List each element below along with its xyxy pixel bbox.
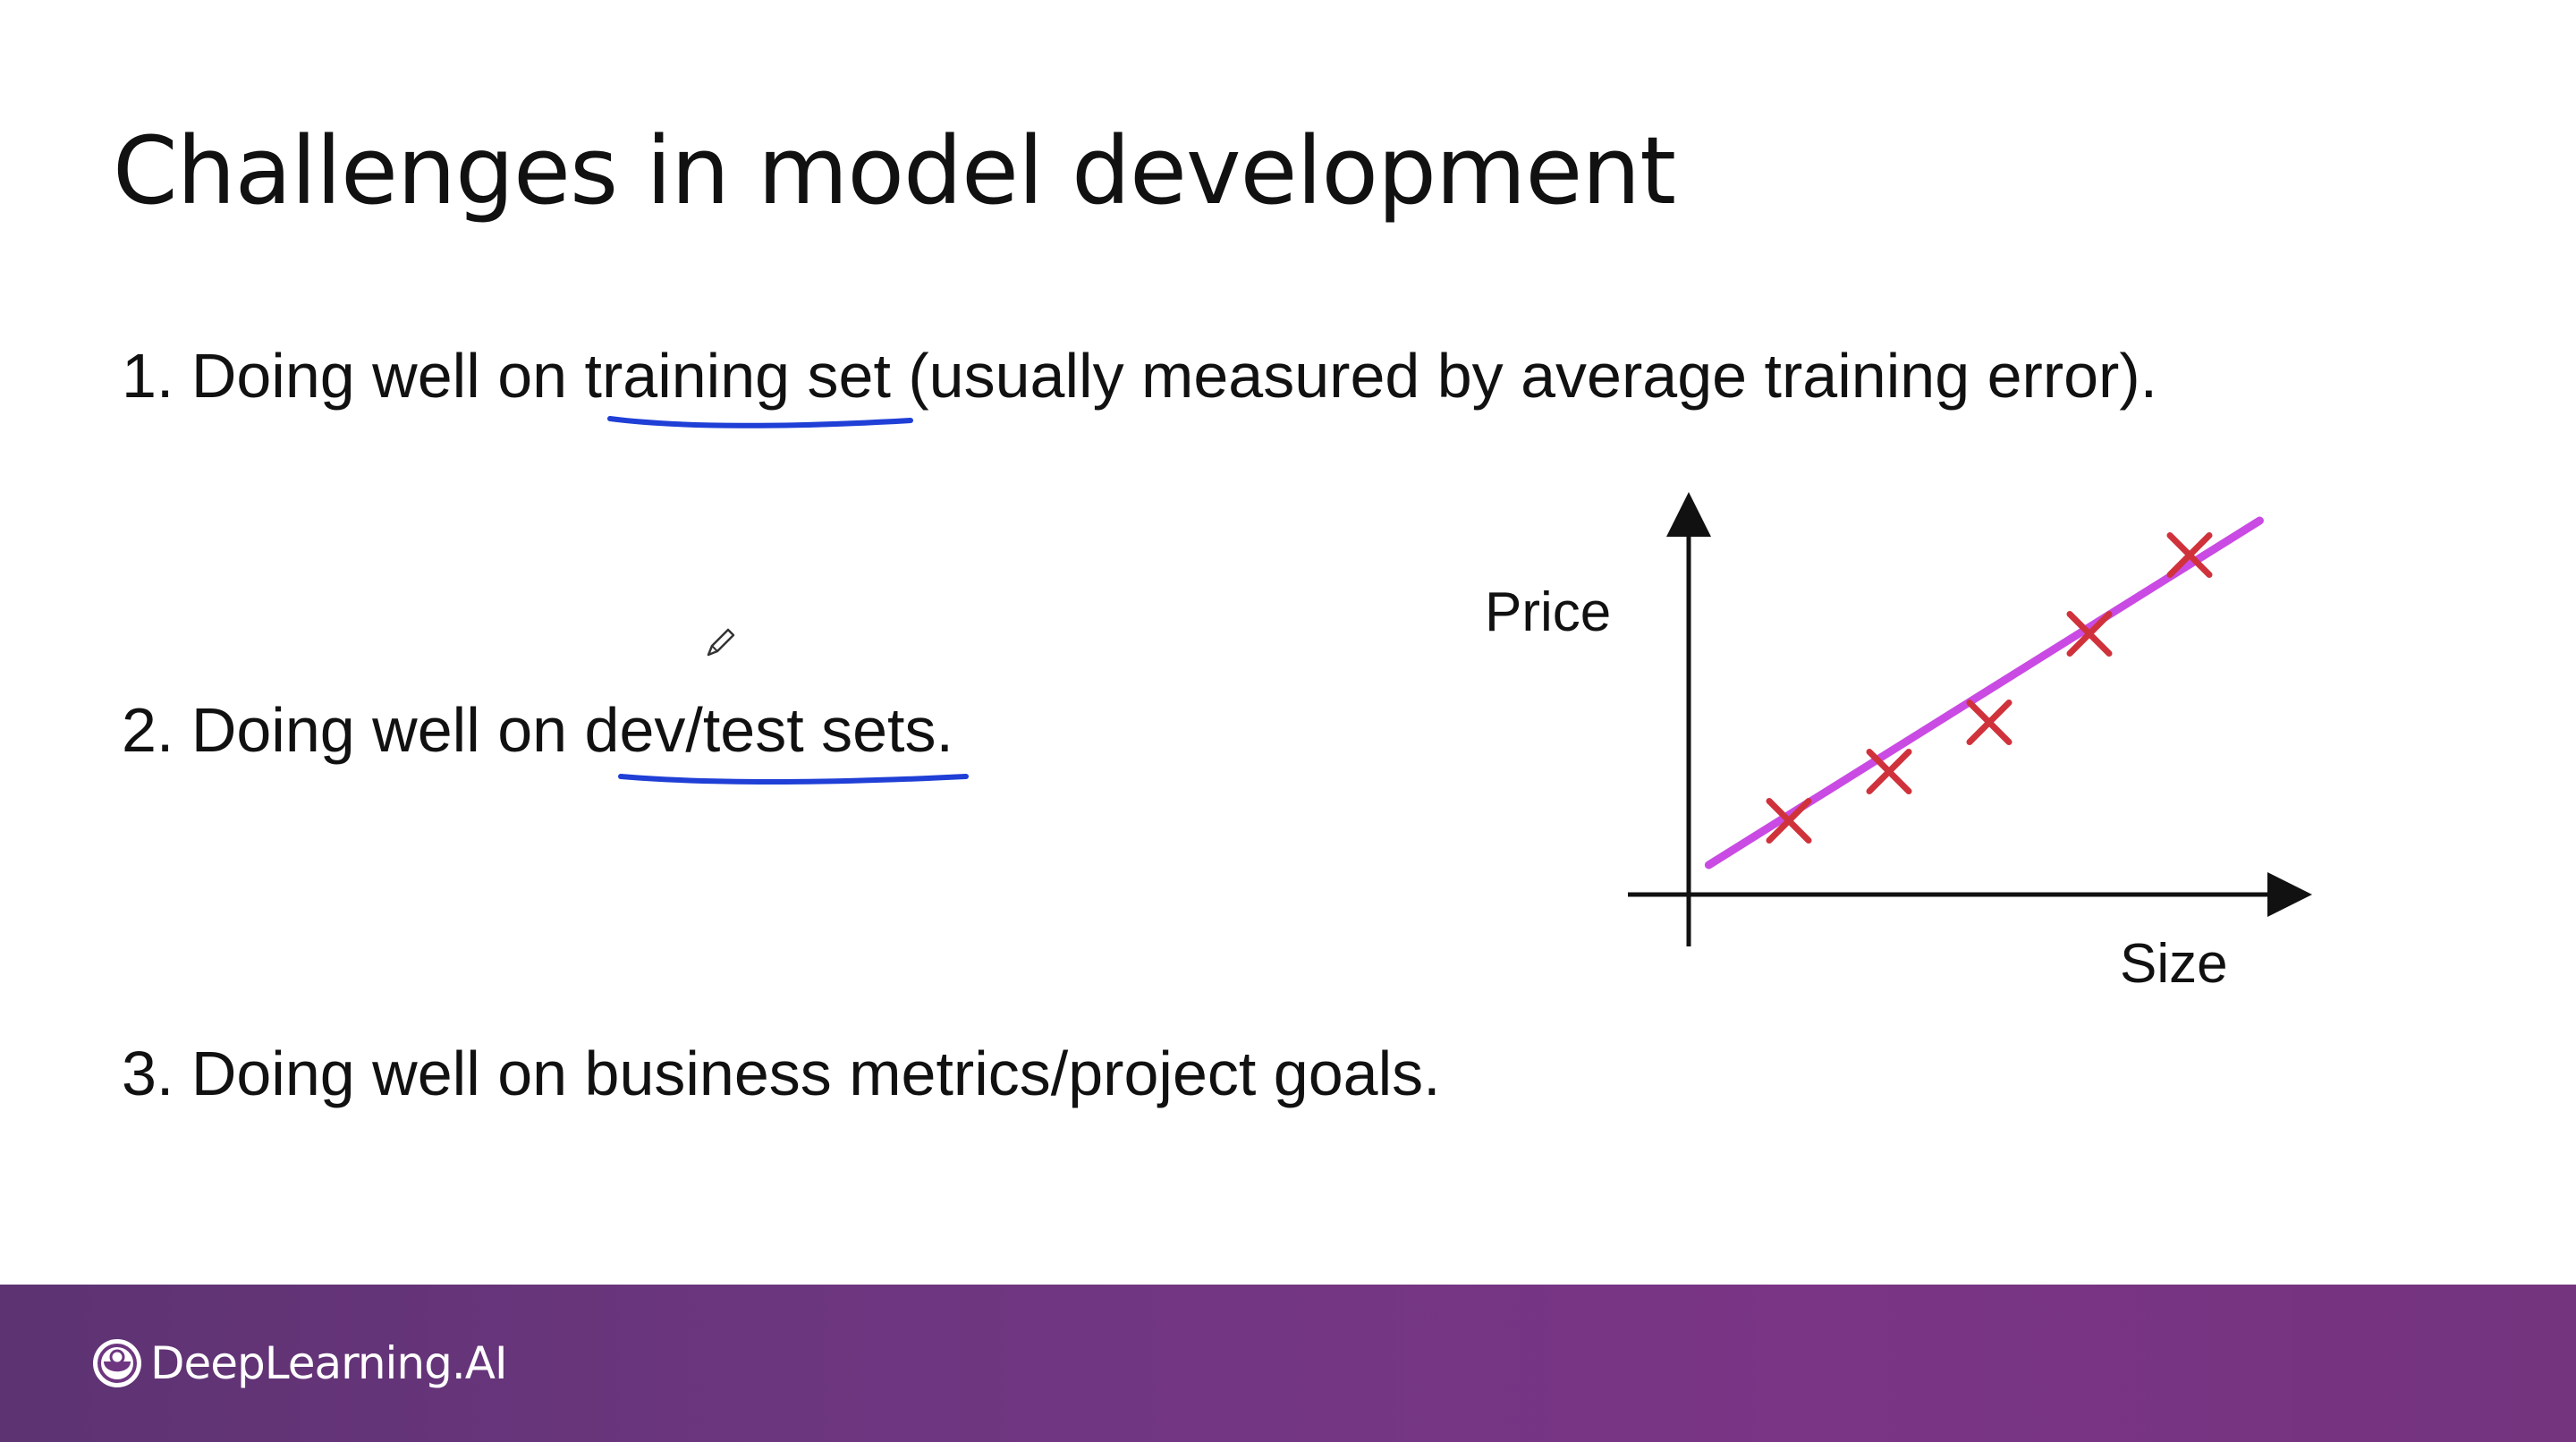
data-point-4	[2066, 611, 2113, 657]
brand: DeepLearning.AI	[91, 1327, 508, 1399]
x-axis-label: Size	[2120, 933, 2228, 995]
bullet-point-2: 2. Doing well on dev/test sets.	[122, 695, 953, 765]
chart-axes	[1628, 492, 2312, 946]
data-point-3	[1966, 700, 2012, 745]
bullet-point-3: 3. Doing well on business metrics/projec…	[122, 1039, 1441, 1108]
data-points-layer	[1766, 532, 2213, 844]
deeplearning-ai-logo-icon	[93, 1339, 141, 1387]
pencil-cursor-icon	[707, 628, 735, 657]
brand-name: DeepLearning.AI	[150, 1337, 508, 1389]
fit-line	[1704, 516, 2264, 869]
data-point-1	[1766, 798, 1812, 844]
fit-line-layer	[1704, 516, 2264, 869]
data-point-2	[1866, 749, 1912, 794]
footer-bar: DeepLearning.AI	[0, 1285, 2576, 1442]
bullet-point-1: 1. Doing well on training set (usually m…	[122, 341, 2158, 411]
y-axis-label: Price	[1485, 581, 1611, 643]
data-point-5	[2166, 532, 2213, 578]
slide-title: Challenges in model development	[113, 116, 1676, 225]
